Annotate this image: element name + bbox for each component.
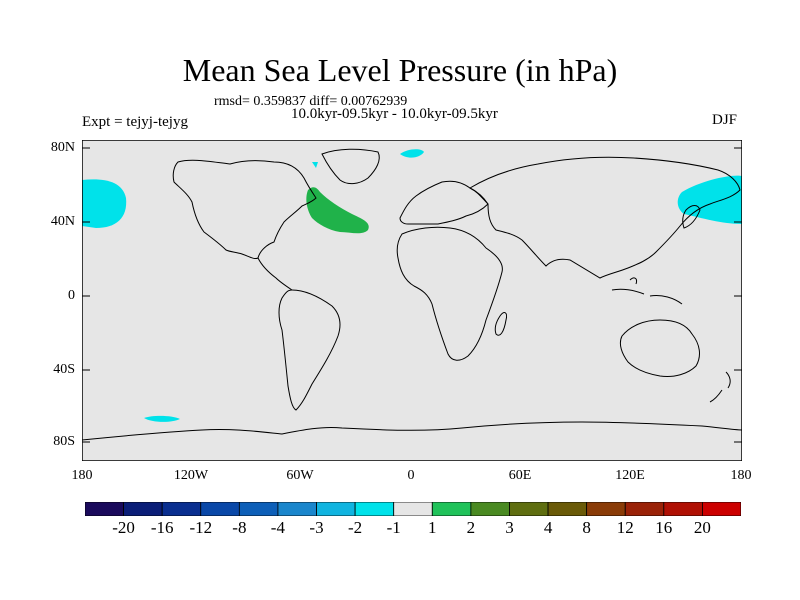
colorbar-swatch xyxy=(85,502,124,516)
lon-label-60e: 60E xyxy=(508,468,532,483)
negative-anomaly-north-pacific-east xyxy=(82,179,127,228)
colorbar-label: -2 xyxy=(348,518,363,537)
colorbar-label: 8 xyxy=(582,518,591,537)
coastline-madagascar xyxy=(494,312,507,336)
colorbar-label: -20 xyxy=(112,518,135,537)
coastline-greenland xyxy=(321,148,380,185)
colorbar-swatch xyxy=(547,502,588,516)
negative-anomaly-arctic xyxy=(400,149,424,158)
coastline-central-america xyxy=(257,257,293,291)
period-text: 10.0kyr-09.5kyr - 10.0kyr-09.5kyr xyxy=(291,106,498,122)
colorbar-label: -16 xyxy=(150,518,174,537)
colorbar-swatch xyxy=(200,502,240,516)
map-panel xyxy=(82,140,742,461)
colorbar-swatch xyxy=(702,502,741,516)
lat-label-80n: 80N xyxy=(50,140,75,155)
season-label: DJF xyxy=(712,112,738,128)
colorbar-swatch xyxy=(354,502,395,516)
colorbar-swatch xyxy=(586,502,626,516)
colorbar-swatch xyxy=(393,502,433,516)
colorbar-swatch xyxy=(277,502,317,516)
lon-label-180e: 180 xyxy=(730,468,752,483)
lat-label-40n: 40N xyxy=(50,214,75,229)
coastline-australia xyxy=(619,319,700,377)
positive-anomaly-north-atlantic xyxy=(306,187,369,234)
lon-label-120e: 120E xyxy=(615,468,645,483)
coastline-new-zealand xyxy=(709,371,731,403)
stats-text: rmsd= 0.359837 diff= 0.00762939 xyxy=(214,94,408,109)
negative-anomaly-south-pacific xyxy=(144,415,180,422)
lat-label-0: 0 xyxy=(68,288,75,303)
colorbar-label: 3 xyxy=(505,518,514,537)
colorbar-label: 16 xyxy=(655,518,673,537)
lon-label-120w: 120W xyxy=(173,468,209,483)
colorbar-label: 2 xyxy=(466,518,476,537)
colorbar-swatch xyxy=(470,502,510,516)
colorbar-label: 20 xyxy=(693,518,711,537)
lat-label-80s: 80S xyxy=(53,434,75,449)
colorbar-swatch xyxy=(161,502,202,516)
coastline-asia xyxy=(468,156,741,279)
coastline-north-america xyxy=(172,159,317,259)
colorbar-swatch xyxy=(624,502,665,516)
colorbar-label: 1 xyxy=(428,518,437,537)
lon-label-60w: 60W xyxy=(286,468,314,483)
colorbar-label: -8 xyxy=(232,518,247,537)
colorbar-swatch xyxy=(663,502,703,516)
colorbar-label: -3 xyxy=(309,518,324,537)
colorbar-label: -12 xyxy=(189,518,213,537)
negative-anomaly-baffin xyxy=(312,162,318,168)
anomaly-shading xyxy=(82,149,742,422)
colorbar-swatch xyxy=(316,502,356,516)
coastlines xyxy=(82,148,742,441)
colorbar-swatch xyxy=(431,502,472,516)
map-background xyxy=(82,140,742,461)
coastline-antarctica xyxy=(82,421,742,441)
experiment-label: Expt = tejyj-tejyg xyxy=(82,114,188,130)
colorbar xyxy=(85,502,741,516)
coastline-south-america xyxy=(278,289,341,411)
coastline-africa xyxy=(396,226,503,361)
colorbar-label: -4 xyxy=(270,518,285,537)
colorbar-label: -1 xyxy=(386,518,401,537)
colorbar-label: 4 xyxy=(543,518,553,537)
colorbar-swatch xyxy=(238,502,279,516)
colorbar-swatch xyxy=(509,502,549,516)
colorbar-swatch xyxy=(123,502,163,516)
lat-ticks xyxy=(82,147,742,443)
coastline-japan xyxy=(682,205,701,229)
chart-title: Mean Sea Level Pressure (in hPa) xyxy=(182,52,618,88)
lat-label-40s: 40S xyxy=(53,362,75,377)
colorbar-label: 12 xyxy=(616,518,634,537)
lon-label-0: 0 xyxy=(407,468,415,483)
coastline-southeast-asia-islands xyxy=(611,277,683,305)
lon-label-180w: 180 xyxy=(71,468,93,483)
